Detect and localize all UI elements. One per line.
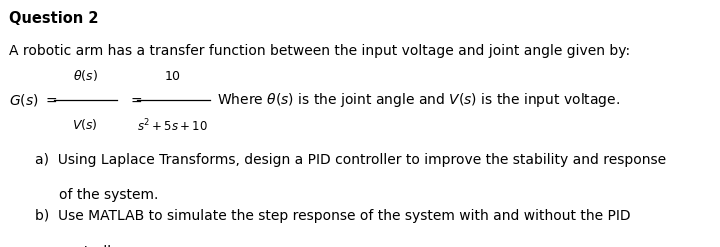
Text: Question 2: Question 2 (9, 11, 99, 26)
Text: A robotic arm has a transfer function between the input voltage and joint angle : A robotic arm has a transfer function be… (9, 44, 631, 59)
Text: a)  Using Laplace Transforms, design a PID controller to improve the stability a: a) Using Laplace Transforms, design a PI… (35, 153, 666, 167)
Text: Where $\theta(s)$ is the joint angle and $V(s)$ is the input voltage.: Where $\theta(s)$ is the joint angle and… (217, 91, 621, 109)
Text: $\theta(s)$: $\theta(s)$ (73, 68, 97, 83)
Text: controller.: controller. (59, 245, 129, 247)
Text: $10$: $10$ (164, 70, 181, 83)
Text: b)  Use MATLAB to simulate the step response of the system with and without the : b) Use MATLAB to simulate the step respo… (35, 209, 630, 223)
Text: $s^2+5s+10$: $s^2+5s+10$ (138, 117, 208, 134)
Text: of the system.: of the system. (59, 188, 158, 202)
Text: $=$: $=$ (128, 93, 143, 107)
Text: $G(s)\ =$: $G(s)\ =$ (9, 92, 58, 108)
Text: $V(s)$: $V(s)$ (72, 117, 98, 132)
